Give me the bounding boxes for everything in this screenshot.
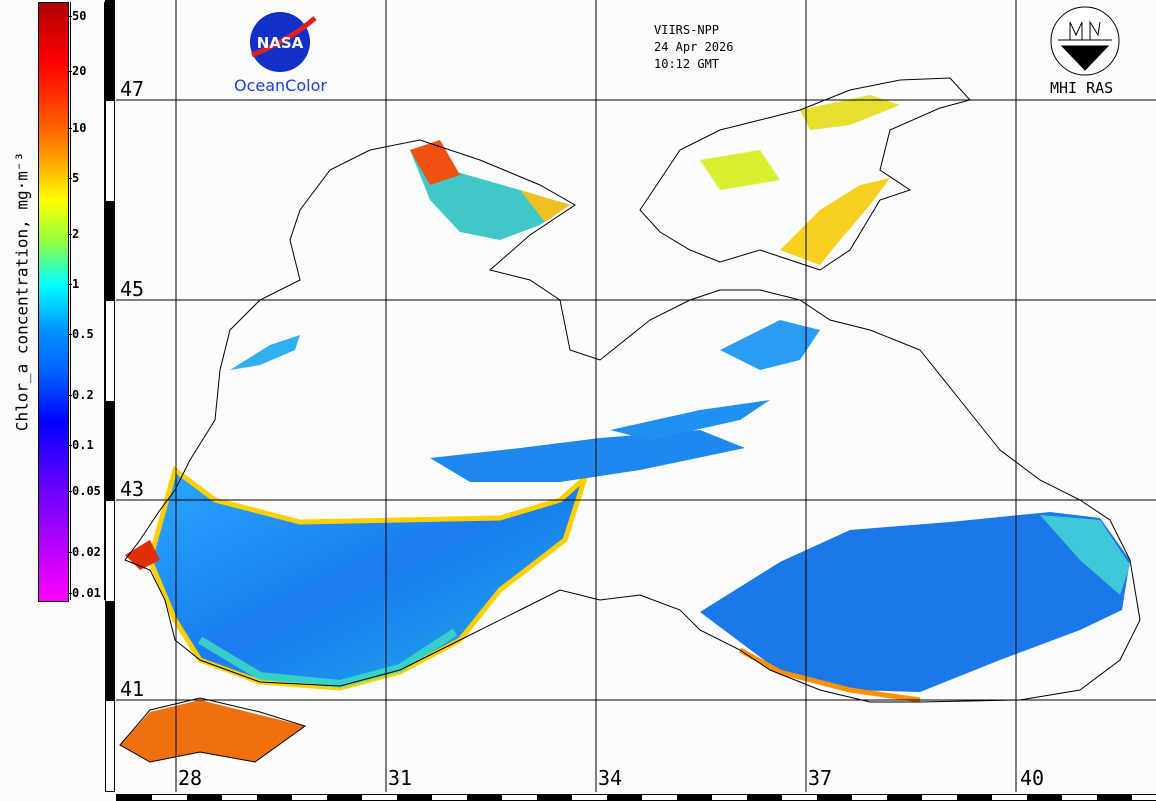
- chlorophyll-data-central: [430, 320, 820, 482]
- oceancolor-label: OceanColor: [234, 76, 327, 95]
- chlorophyll-data-west: [125, 465, 591, 691]
- longitude-scale-bar: [116, 794, 1156, 801]
- chlorophyll-map: NASA: [116, 0, 1156, 792]
- longitude-label: 28: [178, 766, 203, 790]
- acquisition-info: VIIRS-NPP 24 Apr 2026 10:12 GMT: [654, 22, 733, 73]
- colorbar-tick: 20: [67, 64, 87, 78]
- colorbar-tick: 2: [67, 227, 80, 241]
- graticule: [116, 0, 1156, 792]
- colorbar-tick: 1: [67, 277, 80, 291]
- longitude-label: 40: [1020, 766, 1045, 790]
- colorbar-tick: 0.1: [68, 438, 94, 452]
- colorbar-tick: 0.05: [68, 484, 101, 498]
- chlorophyll-data-nw-shelf: [230, 140, 570, 370]
- mhi-logo: [1050, 6, 1120, 76]
- colorbar-tick: 50: [67, 9, 87, 23]
- latitude-label: 43: [120, 477, 145, 501]
- colorbar-tick: 0.5: [68, 327, 94, 341]
- longitude-label: 31: [388, 766, 413, 790]
- colorbar-label: Chlor_a concentration, mg·m⁻³: [12, 151, 32, 432]
- acquisition-date: 24 Apr 2026: [654, 40, 734, 54]
- svg-text:NASA: NASA: [257, 34, 304, 52]
- chlorophyll-data-east: [700, 512, 1130, 703]
- colorbar-tick: 0.02: [68, 545, 101, 559]
- coastline: [119, 77, 1141, 763]
- colorbar-tick-frame: [70, 2, 105, 600]
- latitude-label: 41: [120, 677, 145, 701]
- latitude-scale-bar: [105, 0, 115, 792]
- longitude-label: 34: [598, 766, 623, 790]
- sensor-name: VIIRS-NPP: [654, 23, 720, 37]
- latitude-label: 47: [120, 77, 145, 101]
- chlorophyll-data-azov: [700, 95, 900, 265]
- colorbar-tick: 10: [67, 121, 87, 135]
- chlorophyll-data-marmara: [120, 700, 305, 762]
- latitude-label: 45: [120, 277, 145, 301]
- longitude-label: 37: [808, 766, 833, 790]
- nasa-logo: NASA: [250, 12, 317, 72]
- colorbar-tick: 0.01: [68, 586, 101, 600]
- mhi-ras-label: MHI RAS: [1050, 79, 1114, 97]
- acquisition-time: 10:12 GMT: [654, 57, 720, 71]
- colorbar-tick: 0.2: [68, 388, 94, 402]
- colorbar-gradient: [38, 2, 69, 602]
- colorbar-tick: 5: [67, 171, 80, 185]
